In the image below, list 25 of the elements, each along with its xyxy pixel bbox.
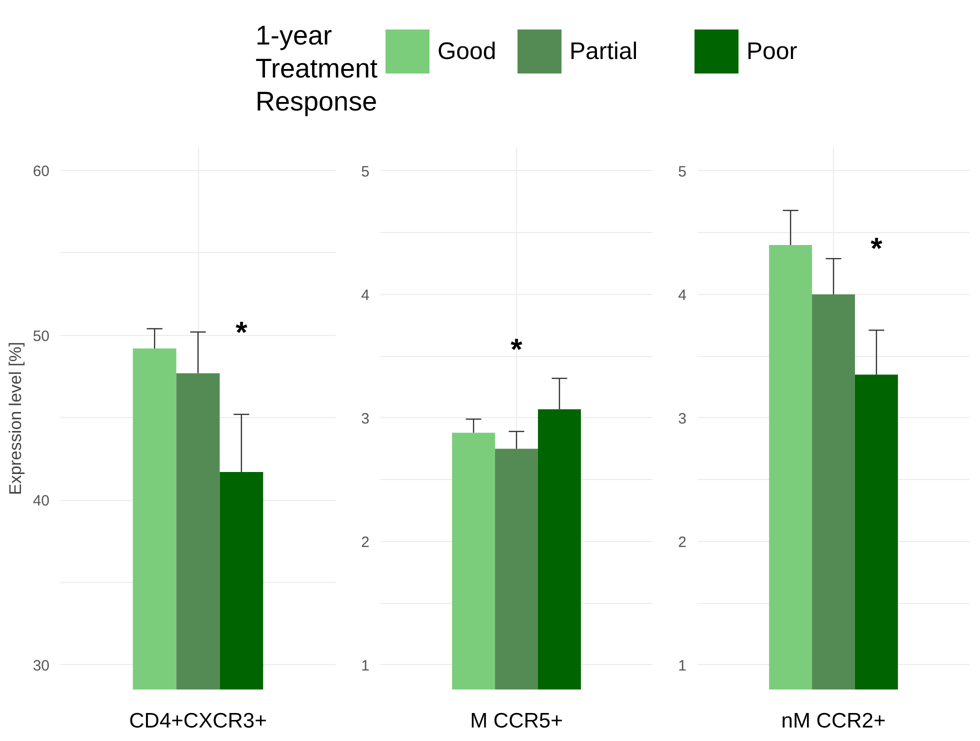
y-tick-label: 50 bbox=[32, 328, 50, 345]
y-tick-label: 4 bbox=[361, 286, 370, 304]
y-tick-label: 2 bbox=[678, 534, 686, 551]
y-tick-label: 1 bbox=[361, 657, 370, 674]
x-tick-label: nM CCR2+ bbox=[781, 710, 886, 732]
annotation: * bbox=[236, 316, 248, 350]
y-tick-label: 5 bbox=[678, 163, 686, 180]
x-tick-label: CD4+CXCR3+ bbox=[129, 710, 267, 732]
legend-label: Partial bbox=[570, 38, 638, 65]
y-tick-label: 3 bbox=[678, 410, 686, 428]
y-tick-label: 4 bbox=[678, 286, 686, 304]
y-tick-label: 30 bbox=[32, 657, 50, 674]
annotation: * bbox=[510, 334, 523, 367]
y-tick-label: 1 bbox=[678, 657, 686, 674]
legend-title: 1-year Treatment Response bbox=[256, 20, 378, 116]
y-tick-label: 3 bbox=[361, 410, 370, 428]
annotation: * bbox=[870, 232, 883, 266]
legend-label: Poor bbox=[746, 38, 798, 65]
y-tick-label: 2 bbox=[361, 534, 370, 551]
y-axis-title: Expression level [%] bbox=[6, 342, 25, 496]
y-tick-label: 5 bbox=[361, 163, 370, 180]
legend-label: Good bbox=[438, 38, 496, 65]
y-tick-label: 40 bbox=[32, 492, 50, 510]
x-tick-label: M CCR5+ bbox=[470, 710, 563, 732]
y-tick-label: 60 bbox=[32, 163, 50, 180]
